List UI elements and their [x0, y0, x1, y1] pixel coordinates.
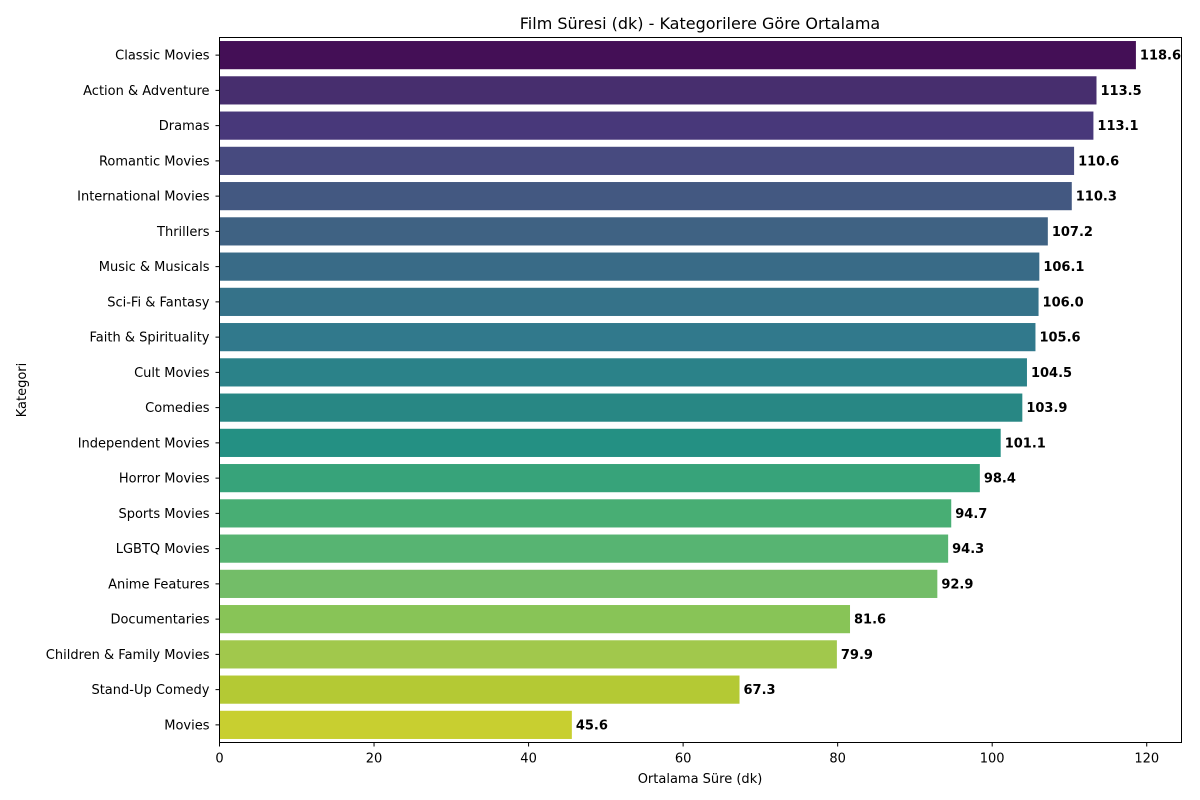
bar-value-label: 118.6: [1140, 49, 1181, 64]
bar-value-label: 110.6: [1078, 154, 1119, 169]
bar-value-label: 103.9: [1026, 401, 1067, 416]
x-tick-label: 20: [366, 752, 383, 767]
y-tick-label: Action & Adventure: [83, 84, 209, 99]
y-tick-label: Independent Movies: [78, 436, 210, 451]
y-tick-label: Anime Features: [108, 577, 210, 592]
bar: [219, 499, 952, 528]
bar-value-label: 67.3: [744, 683, 776, 698]
y-tick-label: Romantic Movies: [99, 154, 210, 169]
bar: [219, 146, 1075, 175]
y-tick-label: Dramas: [159, 119, 210, 134]
y-tick-label: Children & Family Movies: [46, 648, 210, 663]
bar: [219, 393, 1023, 422]
x-tick-label: 0: [215, 752, 223, 767]
bar: [219, 358, 1027, 387]
y-tick-label: Music & Musicals: [99, 260, 210, 275]
bar-value-label: 101.1: [1005, 436, 1046, 451]
bar: [219, 76, 1097, 105]
y-axis-ticks: Classic Movies Action & Adventure Dramas Ro…: [46, 49, 220, 733]
y-tick-label: International Movies: [77, 190, 210, 205]
bar: [219, 287, 1039, 316]
x-axis-ticks: 0 20 40 60 80 100 120: [215, 742, 1159, 767]
bar: [219, 111, 1094, 140]
bar-value-label: 106.1: [1043, 260, 1084, 275]
bar: [219, 640, 837, 669]
y-tick-label: Thrillers: [156, 225, 210, 240]
bar: [219, 323, 1036, 352]
bar-value-label: 107.2: [1052, 225, 1093, 240]
y-tick-label: Cult Movies: [134, 366, 210, 381]
value-labels-group: 118.6 113.5 113.1 110.6 110.3 107.2 106.1 106.0…: [576, 49, 1181, 734]
bar: [219, 534, 949, 563]
y-tick-label: Stand-Up Comedy: [91, 683, 209, 698]
y-tick-label: Sports Movies: [118, 507, 209, 522]
bar-value-label: 110.3: [1076, 190, 1117, 205]
bar: [219, 710, 572, 739]
bar-value-label: 98.4: [984, 472, 1016, 487]
bar: [219, 217, 1048, 246]
y-tick-label: Faith & Spirituality: [90, 331, 210, 346]
x-tick-label: 60: [675, 752, 692, 767]
bars-group: [219, 41, 1136, 739]
plot-frame: [219, 37, 1182, 743]
bar-value-label: 104.5: [1031, 366, 1072, 381]
bar-value-label: 79.9: [841, 648, 873, 663]
x-tick-label: 100: [980, 752, 1005, 767]
x-tick-label: 40: [520, 752, 537, 767]
bar-value-label: 45.6: [576, 718, 608, 733]
y-tick-label: Sci-Fi & Fantasy: [107, 295, 210, 310]
bar: [219, 41, 1136, 70]
bar: [219, 428, 1001, 457]
bar: [219, 182, 1072, 211]
y-tick-label: Comedies: [145, 401, 210, 416]
bar-value-label: 113.1: [1097, 119, 1138, 134]
chart-title: Film Süresi (dk) - Kategorilere Göre Ort…: [520, 14, 880, 33]
bar: [219, 605, 851, 634]
bar: [219, 464, 980, 493]
bar-value-label: 94.7: [955, 507, 987, 522]
bar-value-label: 94.3: [952, 542, 984, 557]
y-tick-label: LGBTQ Movies: [116, 542, 210, 557]
bar-value-label: 105.6: [1039, 331, 1080, 346]
y-tick-label: Documentaries: [110, 613, 209, 628]
bar-value-label: 113.5: [1101, 84, 1142, 99]
x-tick-label: 80: [829, 752, 846, 767]
y-tick-label: Classic Movies: [115, 49, 210, 64]
y-tick-label: Horror Movies: [119, 472, 210, 487]
y-axis-label: Kategori: [15, 363, 30, 418]
bar-value-label: 92.9: [941, 577, 973, 592]
bar: [219, 252, 1040, 281]
y-tick-label: Movies: [164, 718, 209, 733]
bar: [219, 569, 938, 598]
bar-value-label: 81.6: [854, 613, 886, 628]
bar: [219, 675, 740, 704]
x-tick-label: 120: [1134, 752, 1159, 767]
x-axis-label: Ortalama Süre (dk): [638, 772, 763, 787]
bar-value-label: 106.0: [1043, 295, 1084, 310]
